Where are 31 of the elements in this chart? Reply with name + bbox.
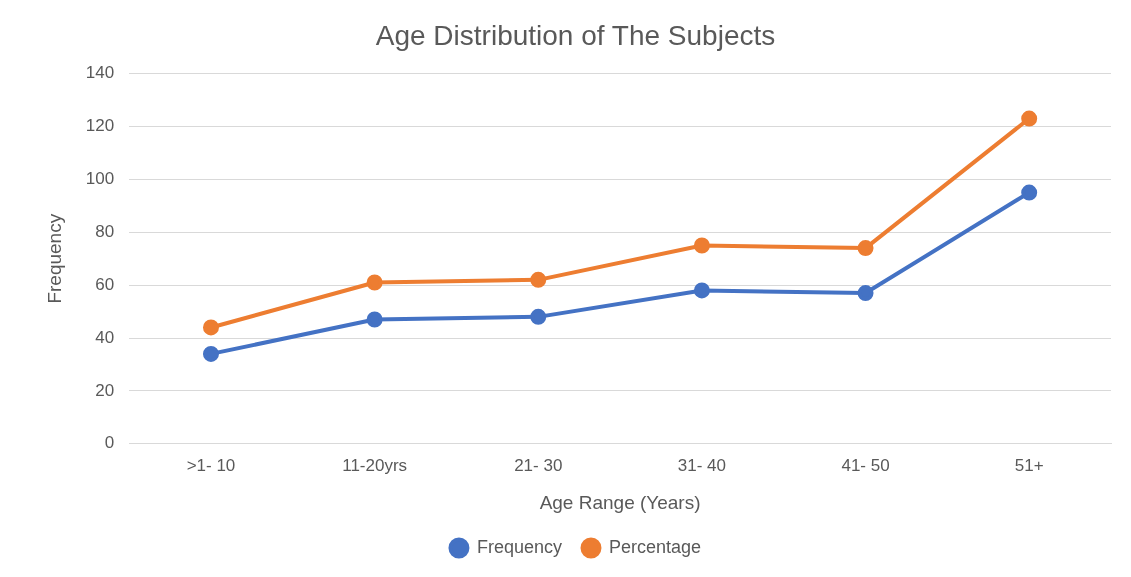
point — [202, 345, 219, 362]
point — [693, 282, 710, 299]
point — [366, 274, 383, 291]
point — [857, 240, 874, 257]
x-tick-label: 41- 50 — [841, 455, 890, 475]
x-tick-label: 21- 30 — [514, 455, 563, 475]
point — [202, 319, 219, 336]
x-axis-title: Age Range (Years) — [539, 491, 701, 513]
legend-label: Percentage — [608, 536, 702, 557]
legend-label: Frequency — [476, 536, 562, 557]
chart-title: Age Distribution of The Subjects — [375, 19, 776, 51]
point — [857, 285, 874, 302]
x-tick-label: 31- 40 — [677, 455, 726, 475]
point — [366, 311, 383, 328]
y-tick-label: 40 — [95, 327, 115, 347]
point — [530, 308, 547, 325]
y-tick-label: 100 — [85, 169, 115, 189]
y-tick-label: 60 — [95, 274, 115, 294]
x-tick-label: >1- 10 — [186, 455, 236, 475]
y-tick-label: 20 — [95, 380, 115, 400]
y-tick-label: 140 — [85, 63, 115, 83]
point — [693, 237, 710, 254]
y-tick-label: 80 — [95, 221, 115, 241]
y-axis-title: Frequency — [43, 213, 65, 304]
point — [530, 271, 547, 288]
point — [1021, 110, 1038, 127]
y-tick-label: 120 — [85, 116, 115, 136]
x-tick-label: 51+ — [1014, 455, 1044, 475]
x-tick-label: 11-20yrs — [342, 455, 408, 475]
point — [1021, 184, 1038, 201]
y-tick-label: 0 — [104, 433, 115, 453]
